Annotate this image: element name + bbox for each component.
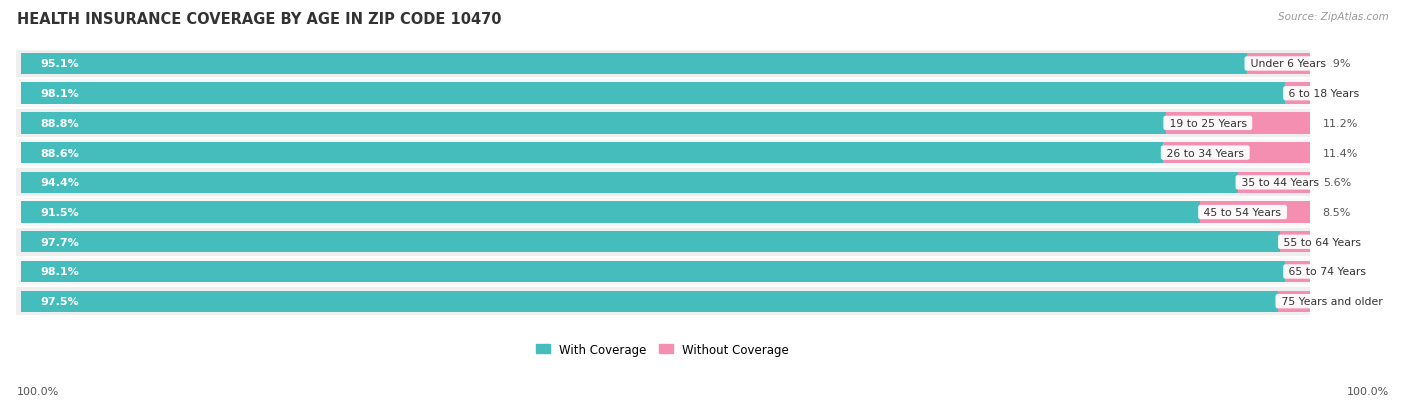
Bar [1278, 291, 1310, 312]
Text: 11.4%: 11.4% [1323, 148, 1358, 158]
Bar [1163, 142, 1310, 164]
Text: 45 to 54 Years: 45 to 54 Years [1201, 208, 1285, 218]
Text: 11.2%: 11.2% [1323, 119, 1358, 128]
Text: 100.0%: 100.0% [1347, 387, 1389, 396]
Text: 6 to 18 Years: 6 to 18 Years [1285, 89, 1362, 99]
Text: 2.5%: 2.5% [1323, 297, 1351, 306]
Text: 65 to 74 Years: 65 to 74 Years [1285, 267, 1369, 277]
Text: 55 to 64 Years: 55 to 64 Years [1281, 237, 1365, 247]
Bar [21, 54, 1247, 75]
Bar [21, 232, 1281, 253]
Bar [21, 113, 1166, 134]
Bar [1285, 83, 1312, 104]
Bar [21, 83, 1285, 104]
Bar [15, 109, 1316, 138]
Text: 98.1%: 98.1% [41, 267, 80, 277]
Bar [15, 227, 1316, 257]
Bar [21, 261, 1285, 282]
Bar [1285, 261, 1310, 282]
Text: 4.9%: 4.9% [1323, 59, 1351, 69]
Bar [21, 142, 1163, 164]
Bar [1237, 172, 1310, 194]
Bar [15, 79, 1316, 109]
Bar [21, 172, 1237, 194]
Text: 5.6%: 5.6% [1323, 178, 1351, 188]
Text: 88.6%: 88.6% [41, 148, 80, 158]
Text: 35 to 44 Years: 35 to 44 Years [1237, 178, 1322, 188]
Text: HEALTH INSURANCE COVERAGE BY AGE IN ZIP CODE 10470: HEALTH INSURANCE COVERAGE BY AGE IN ZIP … [17, 12, 502, 27]
Text: Source: ZipAtlas.com: Source: ZipAtlas.com [1278, 12, 1389, 22]
Bar [1247, 54, 1310, 75]
Text: Under 6 Years: Under 6 Years [1247, 59, 1329, 69]
Text: 94.4%: 94.4% [41, 178, 80, 188]
Bar [15, 287, 1316, 316]
Text: 8.5%: 8.5% [1323, 208, 1351, 218]
Bar [15, 257, 1316, 287]
Bar [15, 198, 1316, 227]
Text: 2.3%: 2.3% [1323, 237, 1351, 247]
Text: 97.5%: 97.5% [41, 297, 79, 306]
Text: 1.9%: 1.9% [1323, 267, 1351, 277]
Text: 88.8%: 88.8% [41, 119, 79, 128]
Text: 19 to 25 Years: 19 to 25 Years [1166, 119, 1250, 128]
Text: 26 to 34 Years: 26 to 34 Years [1163, 148, 1247, 158]
Bar [21, 291, 1278, 312]
Text: 98.1%: 98.1% [41, 89, 80, 99]
Bar [1281, 232, 1310, 253]
Bar [15, 138, 1316, 168]
Text: 95.1%: 95.1% [41, 59, 79, 69]
Legend: With Coverage, Without Coverage: With Coverage, Without Coverage [531, 338, 794, 361]
Bar [15, 50, 1316, 79]
Text: 97.7%: 97.7% [41, 237, 80, 247]
Text: 2.0%: 2.0% [1324, 89, 1353, 99]
Text: 100.0%: 100.0% [17, 387, 59, 396]
Text: 75 Years and older: 75 Years and older [1278, 297, 1386, 306]
Bar [21, 202, 1201, 223]
Text: 91.5%: 91.5% [41, 208, 79, 218]
Bar [1166, 113, 1310, 134]
Bar [15, 168, 1316, 198]
Bar [1201, 202, 1310, 223]
